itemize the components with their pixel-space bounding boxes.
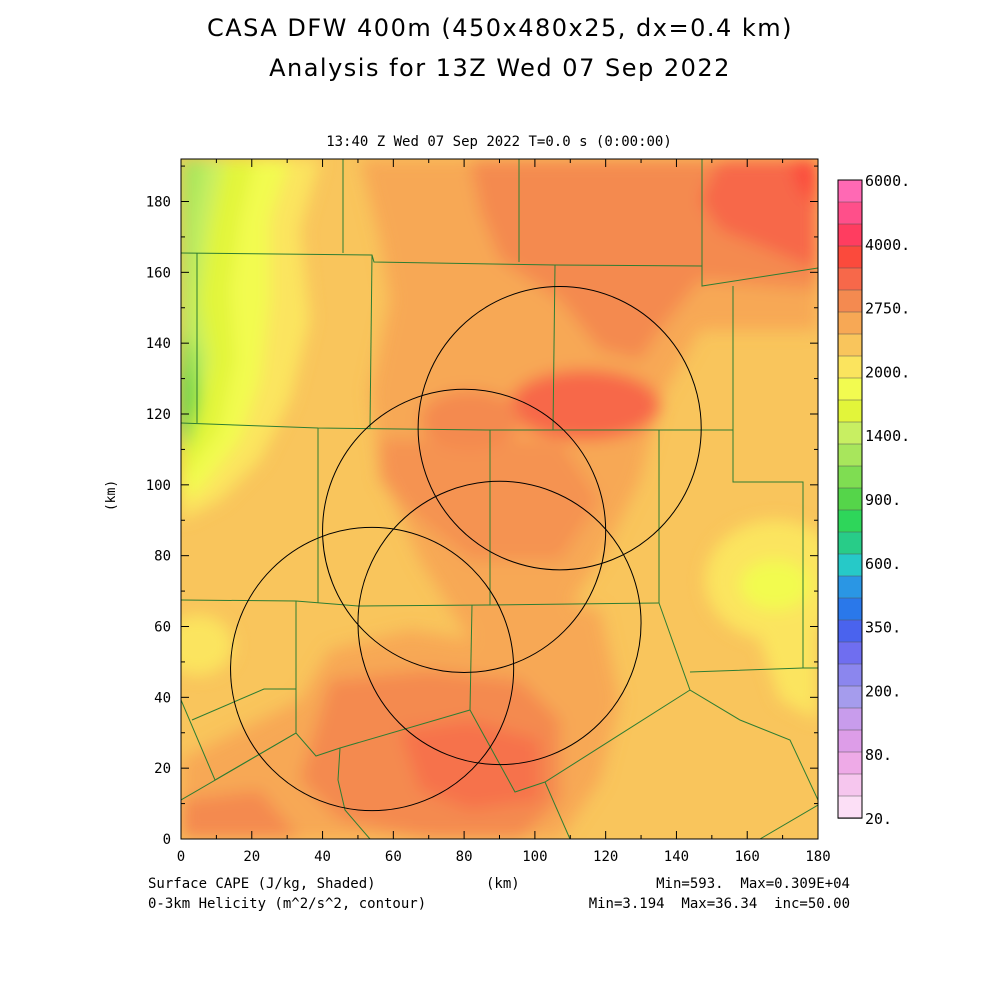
x-tick-label: 160 (735, 849, 760, 865)
colorbar-swatch (837, 575, 863, 599)
y-tick-label: 40 (154, 690, 171, 706)
y-axis: 0 20 40 60 80 100 120 140 160 180 (146, 165, 818, 848)
colorbar-label: 350. (865, 619, 901, 637)
county-boundaries (181, 159, 818, 839)
colorbar-swatch (837, 223, 863, 247)
colorbar-swatch (837, 443, 863, 467)
radar-3-ring (357, 480, 642, 766)
figure-title: CASA DFW 400m (450x480x25, dx=0.4 km) (206, 14, 794, 42)
radar-2-ring (322, 388, 607, 674)
colorbar-swatch (837, 333, 863, 357)
y-axis-unit: (km) (104, 479, 120, 512)
y-tick-label: 120 (146, 407, 171, 423)
colorbar-label: 900. (865, 491, 901, 509)
colorbar-swatch (837, 245, 863, 269)
colorbar-swatch (837, 377, 863, 401)
colorbar-swatch (837, 597, 863, 621)
radar-1-ring (417, 286, 702, 571)
colorbar-label: 20. (865, 810, 892, 828)
colorbar-swatch (837, 311, 863, 335)
field-label: Surface CAPE (J/kg, Shaded) (148, 876, 376, 892)
colorbar-label: 2000. (865, 363, 910, 381)
colorbar-swatch (837, 751, 863, 775)
colorbar-label: 2750. (865, 300, 910, 318)
field-stats: Min=593. Max=0.309E+04 (656, 876, 850, 892)
y-tick-label: 140 (146, 336, 171, 352)
valid-time-label: 13:40 Z Wed 07 Sep 2022 T=0.0 s (0:00:00… (326, 134, 672, 150)
colorbar-label: 1400. (865, 427, 910, 445)
colorbar-label: 200. (865, 682, 901, 700)
y-tick-label: 100 (146, 478, 171, 494)
colorbar-swatch (837, 707, 863, 731)
contour-stats: Min=3.194 Max=36.34 inc=50.00 (588, 896, 850, 912)
x-tick-label: 80 (456, 849, 473, 865)
colorbar-swatch (837, 465, 863, 489)
colorbar-label: 600. (865, 555, 901, 573)
colorbar-swatch (837, 355, 863, 379)
colorbar-swatch (837, 487, 863, 511)
colorbar-swatch (837, 553, 863, 577)
colorbar-label: 4000. (865, 236, 910, 254)
colorbar-swatch (837, 399, 863, 423)
x-tick-label: 120 (593, 849, 618, 865)
colorbar: 6000. 4000. 2750. 2000. 1400. 900. 600. 350. 200… (837, 172, 910, 828)
colorbar-swatch (837, 641, 863, 665)
y-tick-label: 60 (154, 620, 171, 636)
y-tick-label: 180 (146, 195, 171, 211)
colorbar-frame (837, 179, 863, 819)
x-tick-label: 20 (243, 849, 260, 865)
y-tick-label: 0 (163, 832, 171, 848)
colorbar-swatch (837, 795, 863, 819)
colorbar-label: 80. (865, 746, 892, 764)
colorbar-swatch (837, 685, 863, 709)
colorbar-swatch (837, 267, 863, 291)
colorbar-swatch (837, 421, 863, 445)
x-tick-label: 0 (177, 849, 185, 865)
colorbar-swatch (837, 531, 863, 555)
radar-4-ring (230, 526, 515, 812)
x-tick-label: 40 (314, 849, 331, 865)
x-tick-label: 140 (664, 849, 689, 865)
analysis-time-title: Analysis for 13Z Wed 07 Sep 2022 (269, 54, 731, 82)
colorbar-swatch (837, 663, 863, 687)
x-axis-unit: (km) (486, 876, 520, 892)
colorbar-swatch (837, 509, 863, 533)
colorbar-swatch (837, 729, 863, 753)
colorbar-swatch (837, 773, 863, 797)
y-tick-label: 20 (154, 761, 171, 777)
colorbar-swatch (837, 289, 863, 313)
colorbar-label: 6000. (865, 172, 910, 190)
colorbar-swatch (837, 179, 863, 203)
x-axis: 0 20 40 60 80 100 120 140 160 180 (177, 159, 831, 865)
x-tick-label: 100 (522, 849, 547, 865)
y-tick-label: 160 (146, 265, 171, 281)
contour-label: 0-3km Helicity (m^2/s^2, contour) (148, 896, 427, 912)
colorbar-swatch (837, 201, 863, 225)
colorbar-swatch (837, 619, 863, 643)
cape-shading (181, 159, 818, 839)
y-tick-label: 80 (154, 549, 171, 565)
x-tick-label: 180 (805, 849, 830, 865)
x-tick-label: 60 (385, 849, 402, 865)
